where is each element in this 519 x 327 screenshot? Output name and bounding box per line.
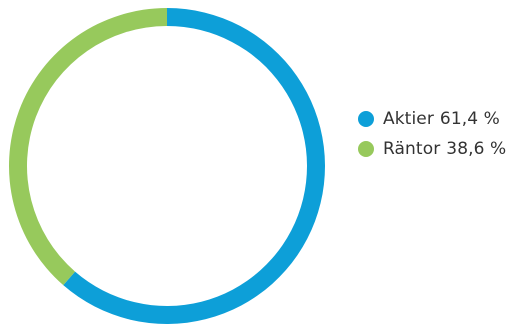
donut-chart (9, 8, 325, 324)
legend-swatch-aktier (358, 111, 374, 127)
donut-slice-rantor (9, 8, 167, 286)
legend-value-rantor: 38,6 % (446, 139, 507, 159)
legend-label-rantor: Räntor (383, 139, 441, 159)
legend-label-aktier: Aktier (383, 109, 434, 129)
legend-item-rantor: Räntor 38,6 % (358, 139, 506, 159)
donut-slice-aktier (63, 8, 325, 324)
legend-item-aktier: Aktier 61,4 % (358, 109, 506, 129)
legend-swatch-rantor (358, 141, 374, 157)
legend-value-aktier: 61,4 % (439, 109, 500, 129)
legend: Aktier 61,4 % Räntor 38,6 % (358, 109, 506, 159)
